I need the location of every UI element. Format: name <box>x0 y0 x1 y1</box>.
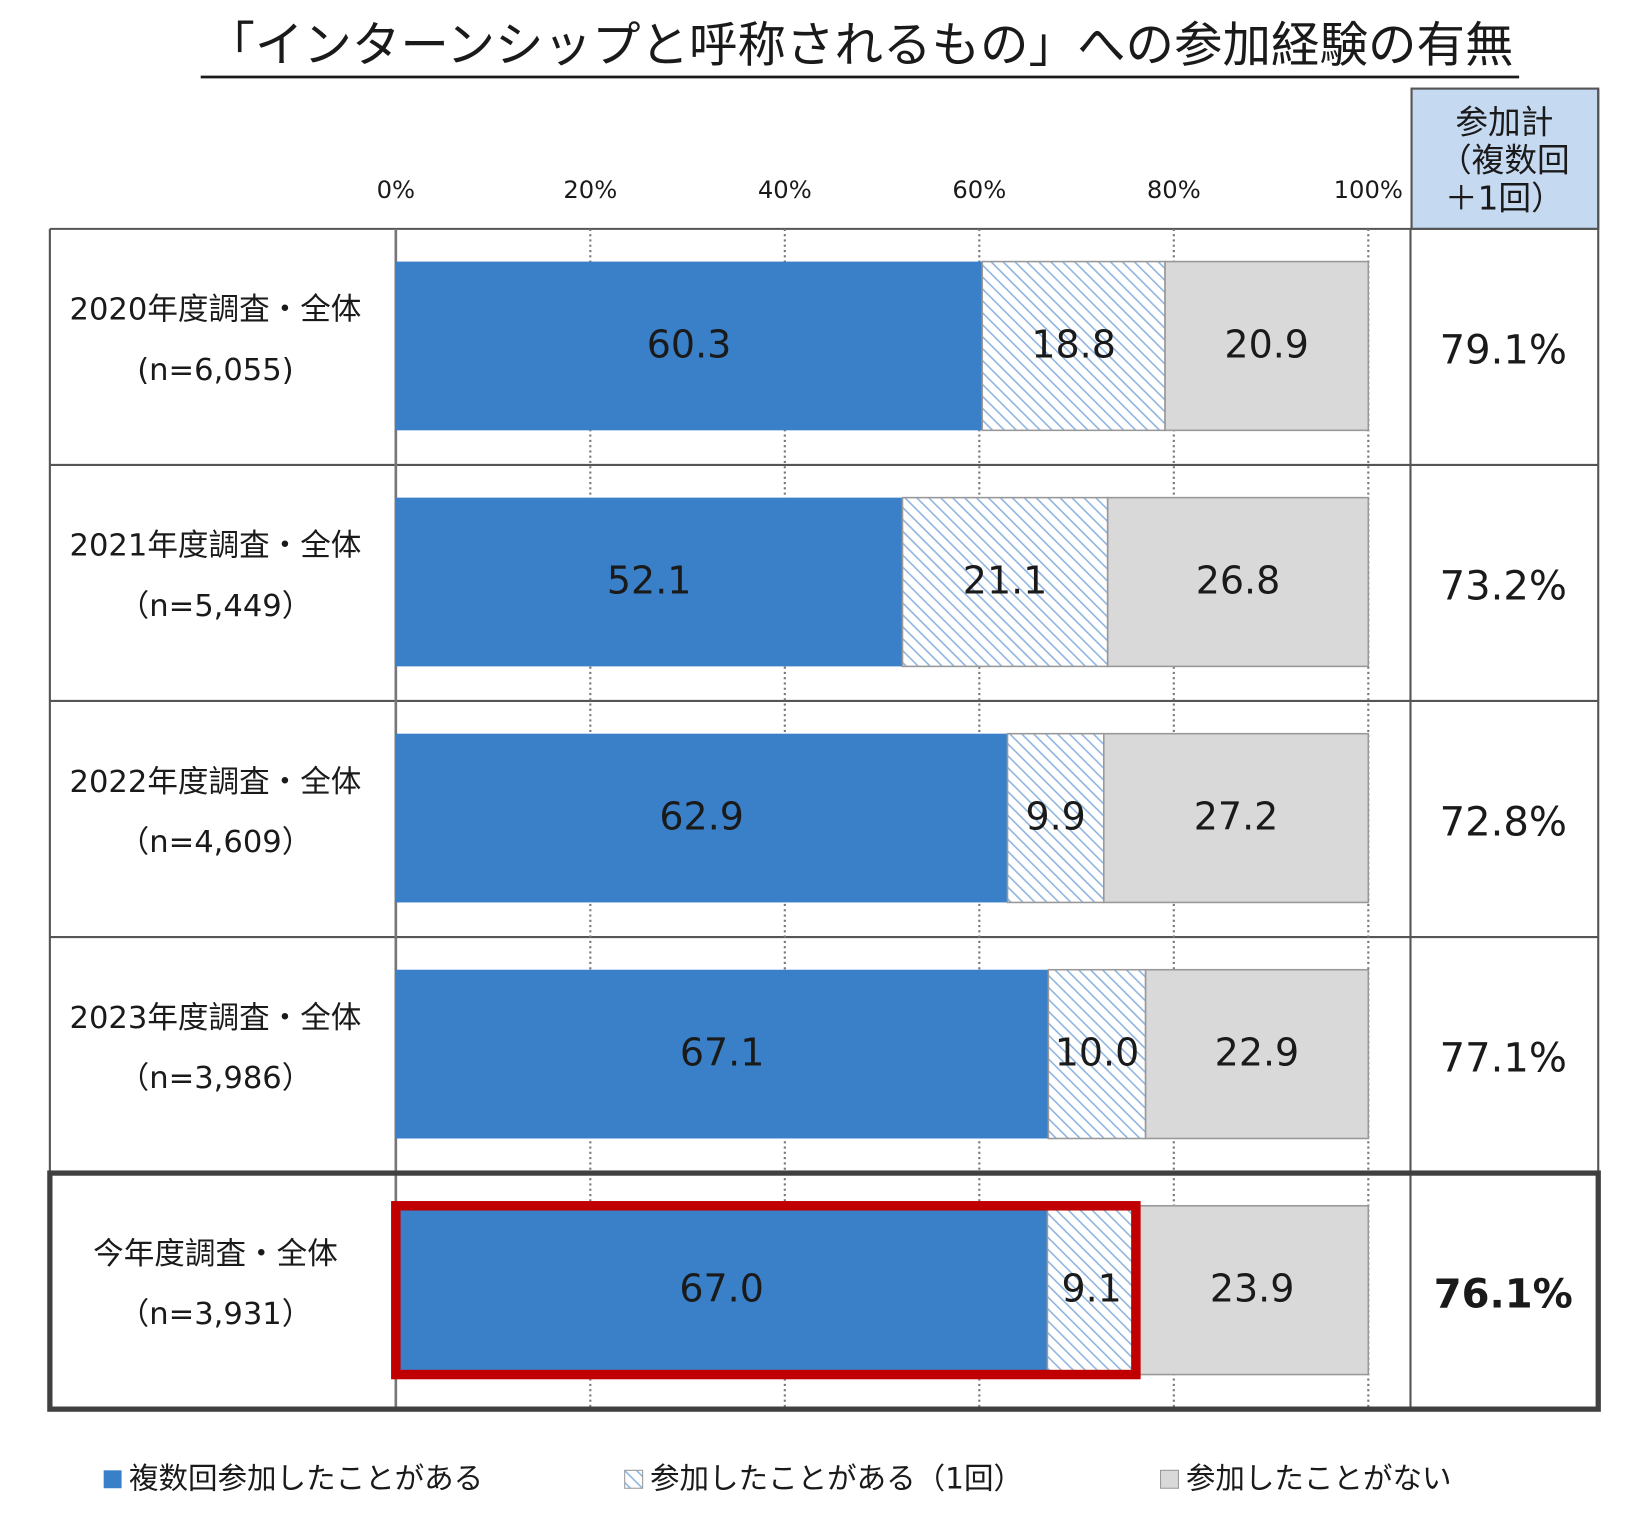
totals-header: ＋1回） <box>1445 179 1564 217</box>
value-label: 62.9 <box>659 795 744 839</box>
value-label: 26.8 <box>1196 559 1281 603</box>
sample-size: （n=3,986） <box>119 1061 313 1096</box>
totals-header: 参加計 <box>1455 103 1553 141</box>
category-label: 2022年度調査・全体 <box>70 765 362 800</box>
bar-segment <box>1102 732 1370 904</box>
total-label: 79.1% <box>1440 327 1567 373</box>
value-label: 9.9 <box>1025 795 1085 839</box>
bar-segment <box>1164 260 1370 432</box>
x-tick-label: 60% <box>952 175 1006 204</box>
bar-segment <box>1106 496 1370 668</box>
total-label: 76.1% <box>1434 1271 1573 1317</box>
value-label: 27.2 <box>1194 795 1279 839</box>
bar-segment <box>1006 732 1105 904</box>
category-label: 今年度調査・全体 <box>93 1237 338 1272</box>
totals-header: （複数回 <box>1439 141 1570 179</box>
value-label: 21.1 <box>963 559 1048 603</box>
value-label: 52.1 <box>607 559 692 603</box>
sample-size: （n=4,609） <box>119 825 313 860</box>
category-label: 2023年度調査・全体 <box>70 1001 362 1036</box>
value-label: 67.1 <box>680 1031 765 1075</box>
bar-segment <box>395 261 983 431</box>
bar-segment <box>1144 968 1370 1140</box>
legend-label: 参加したことがある（1回） <box>650 1461 1023 1495</box>
x-tick-label: 0% <box>377 175 415 204</box>
highlight-row <box>47 1170 1601 1412</box>
x-tick-label: 40% <box>758 175 812 204</box>
x-tick-label: 80% <box>1147 175 1201 204</box>
bar-segment <box>1047 968 1147 1140</box>
value-label: 67.0 <box>679 1267 764 1311</box>
bar-segment <box>395 1205 1048 1375</box>
value-label: 23.9 <box>1210 1267 1295 1311</box>
sample-size: （n=5,449） <box>119 589 313 624</box>
total-label: 73.2% <box>1440 563 1567 609</box>
bar-segment <box>395 733 1008 903</box>
bar-segment <box>395 969 1049 1139</box>
chart-title: 「インターンシップと呼称されるもの」への参加経験の有無 <box>206 18 1513 74</box>
total-label: 72.8% <box>1440 799 1567 845</box>
bar-segment <box>1046 1204 1137 1376</box>
legend-label: 参加したことがない <box>1186 1461 1452 1495</box>
bar-segment <box>901 496 1109 668</box>
value-label: 20.9 <box>1224 323 1309 367</box>
legend-swatch <box>1159 1469 1179 1489</box>
legend-label: 複数回参加したことがある <box>129 1461 483 1495</box>
total-label: 77.1% <box>1440 1035 1567 1081</box>
x-tick-label: 20% <box>563 175 617 204</box>
bar-segment <box>981 260 1166 432</box>
legend-swatch <box>103 1470 122 1489</box>
value-label: 9.1 <box>1061 1267 1121 1311</box>
sample-size: (n=6,055) <box>137 353 293 388</box>
value-label: 22.9 <box>1215 1031 1300 1075</box>
value-label: 18.8 <box>1031 323 1116 367</box>
highlight-box <box>391 1201 1141 1380</box>
x-tick-label: 100% <box>1334 175 1403 204</box>
bar-segment <box>395 497 903 667</box>
legend-swatch <box>624 1469 644 1489</box>
category-label: 2020年度調査・全体 <box>70 293 362 328</box>
category-label: 2021年度調査・全体 <box>70 529 362 564</box>
value-label: 60.3 <box>647 323 732 367</box>
value-label: 10.0 <box>1055 1031 1140 1075</box>
sample-size: （n=3,931） <box>119 1297 313 1332</box>
